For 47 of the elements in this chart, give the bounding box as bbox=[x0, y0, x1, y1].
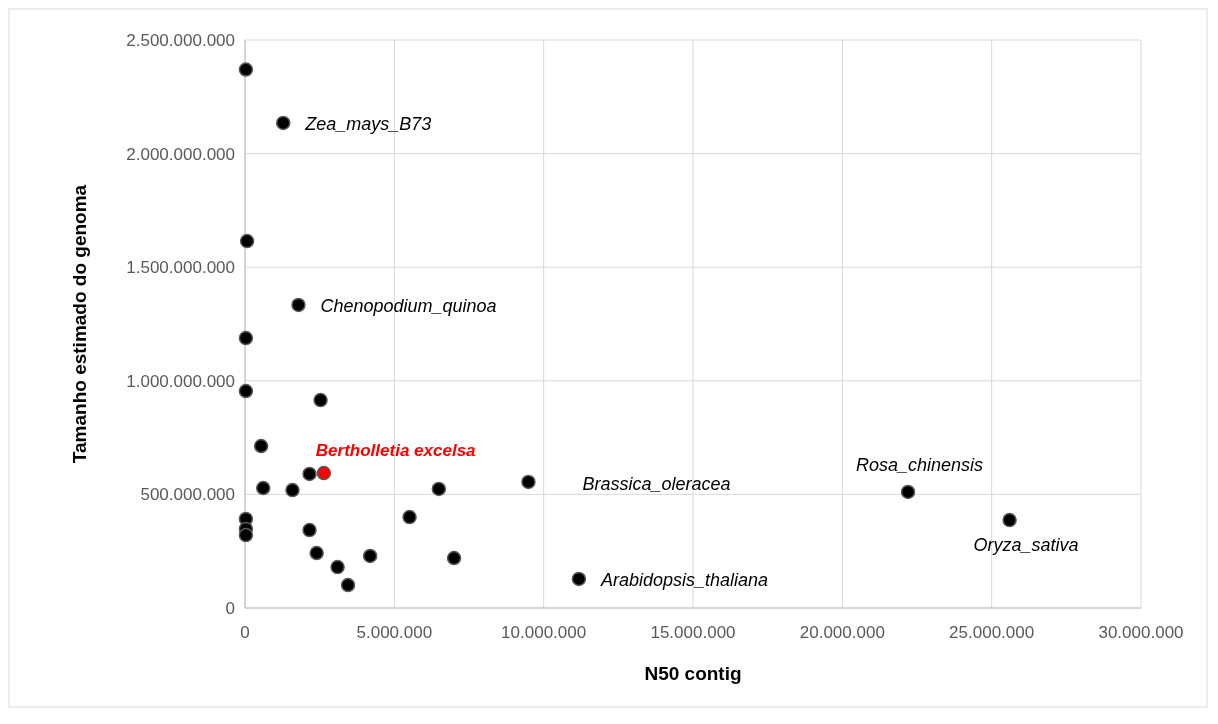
y-tick-label: 2.000.000.000 bbox=[126, 144, 235, 164]
point bbox=[285, 482, 300, 498]
point bbox=[521, 474, 536, 490]
point bbox=[255, 480, 271, 496]
x-tick-label: 15.000.000 bbox=[650, 623, 736, 642]
point bbox=[446, 550, 462, 566]
y-tick-label: 500.000.000 bbox=[140, 485, 235, 505]
point bbox=[238, 330, 254, 346]
point bbox=[239, 233, 255, 249]
point bbox=[340, 577, 356, 593]
annotation: Oryza_sativa bbox=[973, 535, 1079, 556]
point bbox=[302, 466, 317, 482]
point bbox=[316, 465, 332, 481]
x-tick-label: 30.000.000 bbox=[1098, 623, 1184, 642]
point bbox=[253, 438, 269, 454]
point bbox=[362, 548, 378, 564]
x-tick-label: 25.000.000 bbox=[949, 623, 1035, 642]
series-label: Bertholletia excelsa bbox=[315, 441, 476, 461]
annotation: Rosa_chinensis bbox=[856, 454, 984, 475]
annotation: Zea_mays_B73 bbox=[304, 113, 432, 134]
x-tick-label: 10.000.000 bbox=[501, 623, 587, 642]
x-tick-label: 5.000.000 bbox=[356, 623, 433, 642]
annotation: Arabidopsis_thaliana bbox=[599, 569, 769, 590]
y-tick-label: 0 bbox=[225, 599, 235, 618]
point bbox=[238, 527, 254, 543]
point bbox=[571, 571, 587, 587]
y-tick-label: 1.000.000.000 bbox=[126, 371, 235, 391]
x-axis-title: N50 contig bbox=[644, 663, 742, 684]
point bbox=[431, 481, 447, 497]
point bbox=[309, 545, 324, 561]
y-axis-title: Tamanho estimado do genoma bbox=[69, 184, 90, 464]
annotation: Brassica_oleracea bbox=[582, 473, 731, 494]
point bbox=[900, 484, 916, 500]
point bbox=[238, 383, 254, 399]
point bbox=[302, 522, 317, 538]
point bbox=[238, 62, 254, 77]
point bbox=[1002, 512, 1017, 528]
x-tick-label: 0 bbox=[240, 623, 250, 642]
point bbox=[330, 559, 345, 575]
y-tick-label: 2.500.000.000 bbox=[126, 31, 235, 50]
x-tick-label: 20.000.000 bbox=[799, 623, 885, 642]
point bbox=[402, 509, 417, 525]
annotation: Chenopodium_quinoa bbox=[320, 295, 497, 316]
y-tick-label: 1.500.000.000 bbox=[126, 258, 235, 278]
point bbox=[275, 115, 291, 131]
point bbox=[313, 392, 328, 408]
point bbox=[291, 297, 306, 313]
